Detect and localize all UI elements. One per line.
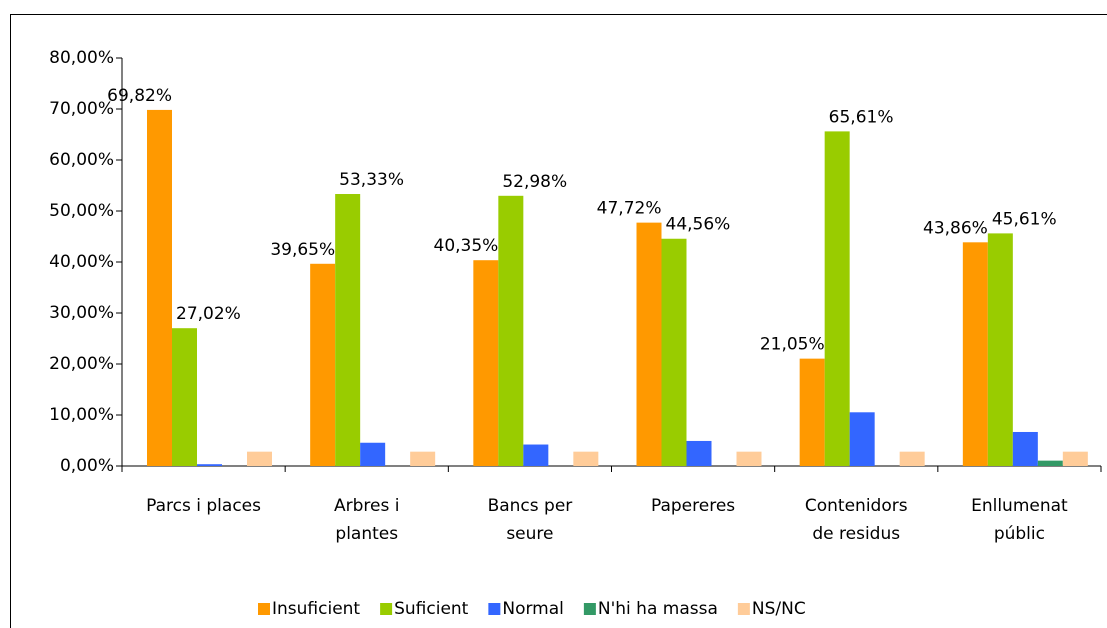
bar [247,451,272,466]
x-tick-label: seure [506,524,553,544]
data-label: 21,05% [760,335,825,355]
legend-label: N'hi ha massa [598,599,718,619]
data-label: 69,82% [107,86,172,106]
legend-label: Suficient [394,599,469,619]
y-tick-label: 40,00% [49,252,114,272]
data-label: 27,02% [176,304,241,324]
legend-label: Insuficient [272,599,360,619]
bar [686,440,712,466]
legend-swatch [488,603,501,615]
bar [736,451,762,466]
chart-frame [10,14,1107,628]
bar [899,451,925,466]
legend-label: Normal [502,599,564,619]
bar [335,194,361,466]
legend-label: NS/NC [752,599,806,619]
y-tick-label: 20,00% [49,354,114,374]
legend-swatch [380,603,393,615]
x-tick-label: Bancs per [488,496,573,516]
data-label: 52,98% [502,172,567,192]
bar [661,238,687,466]
bar [987,233,1013,466]
x-tick-label: Contenidors [805,496,908,516]
bar [197,464,222,466]
x-tick-label: Enllumenat [971,496,1068,516]
data-label: 44,56% [666,215,731,235]
x-tick-label: públic [994,524,1045,544]
data-label: 47,72% [597,199,662,219]
data-label: 43,86% [923,218,988,238]
bar [498,195,524,466]
bar [824,131,850,466]
data-label: 45,61% [992,209,1057,229]
bar [1037,460,1063,466]
y-tick-label: 50,00% [49,201,114,221]
data-label: 39,65% [270,240,335,260]
bar [473,260,499,466]
y-tick-label: 60,00% [49,150,114,170]
bar [310,263,336,466]
bar [799,358,825,466]
y-tick-label: 70,00% [49,99,114,119]
bar [1012,431,1038,466]
bar [523,444,549,466]
x-tick-label: Papereres [651,496,735,516]
bar [147,109,172,466]
bar [849,412,875,466]
bar [573,451,599,466]
y-tick-label: 0,00% [60,456,114,476]
legend-swatch [583,603,596,615]
x-tick-label: de residus [812,524,900,544]
y-tick-label: 30,00% [49,303,114,323]
bar [962,242,988,466]
y-tick-label: 10,00% [49,405,114,425]
legend-swatch [737,603,750,615]
bar [1062,451,1088,466]
data-label: 40,35% [434,236,499,256]
bar [172,328,197,466]
x-tick-label: Arbres i [334,496,399,516]
data-label: 53,33% [339,170,404,190]
bar [410,451,436,466]
bar [360,442,386,466]
y-tick-label: 80,00% [49,48,114,68]
x-tick-label: Parcs i places [146,496,261,516]
data-label: 65,61% [829,107,894,127]
x-tick-label: plantes [335,524,398,544]
bar [636,222,662,466]
legend-swatch [258,603,270,615]
